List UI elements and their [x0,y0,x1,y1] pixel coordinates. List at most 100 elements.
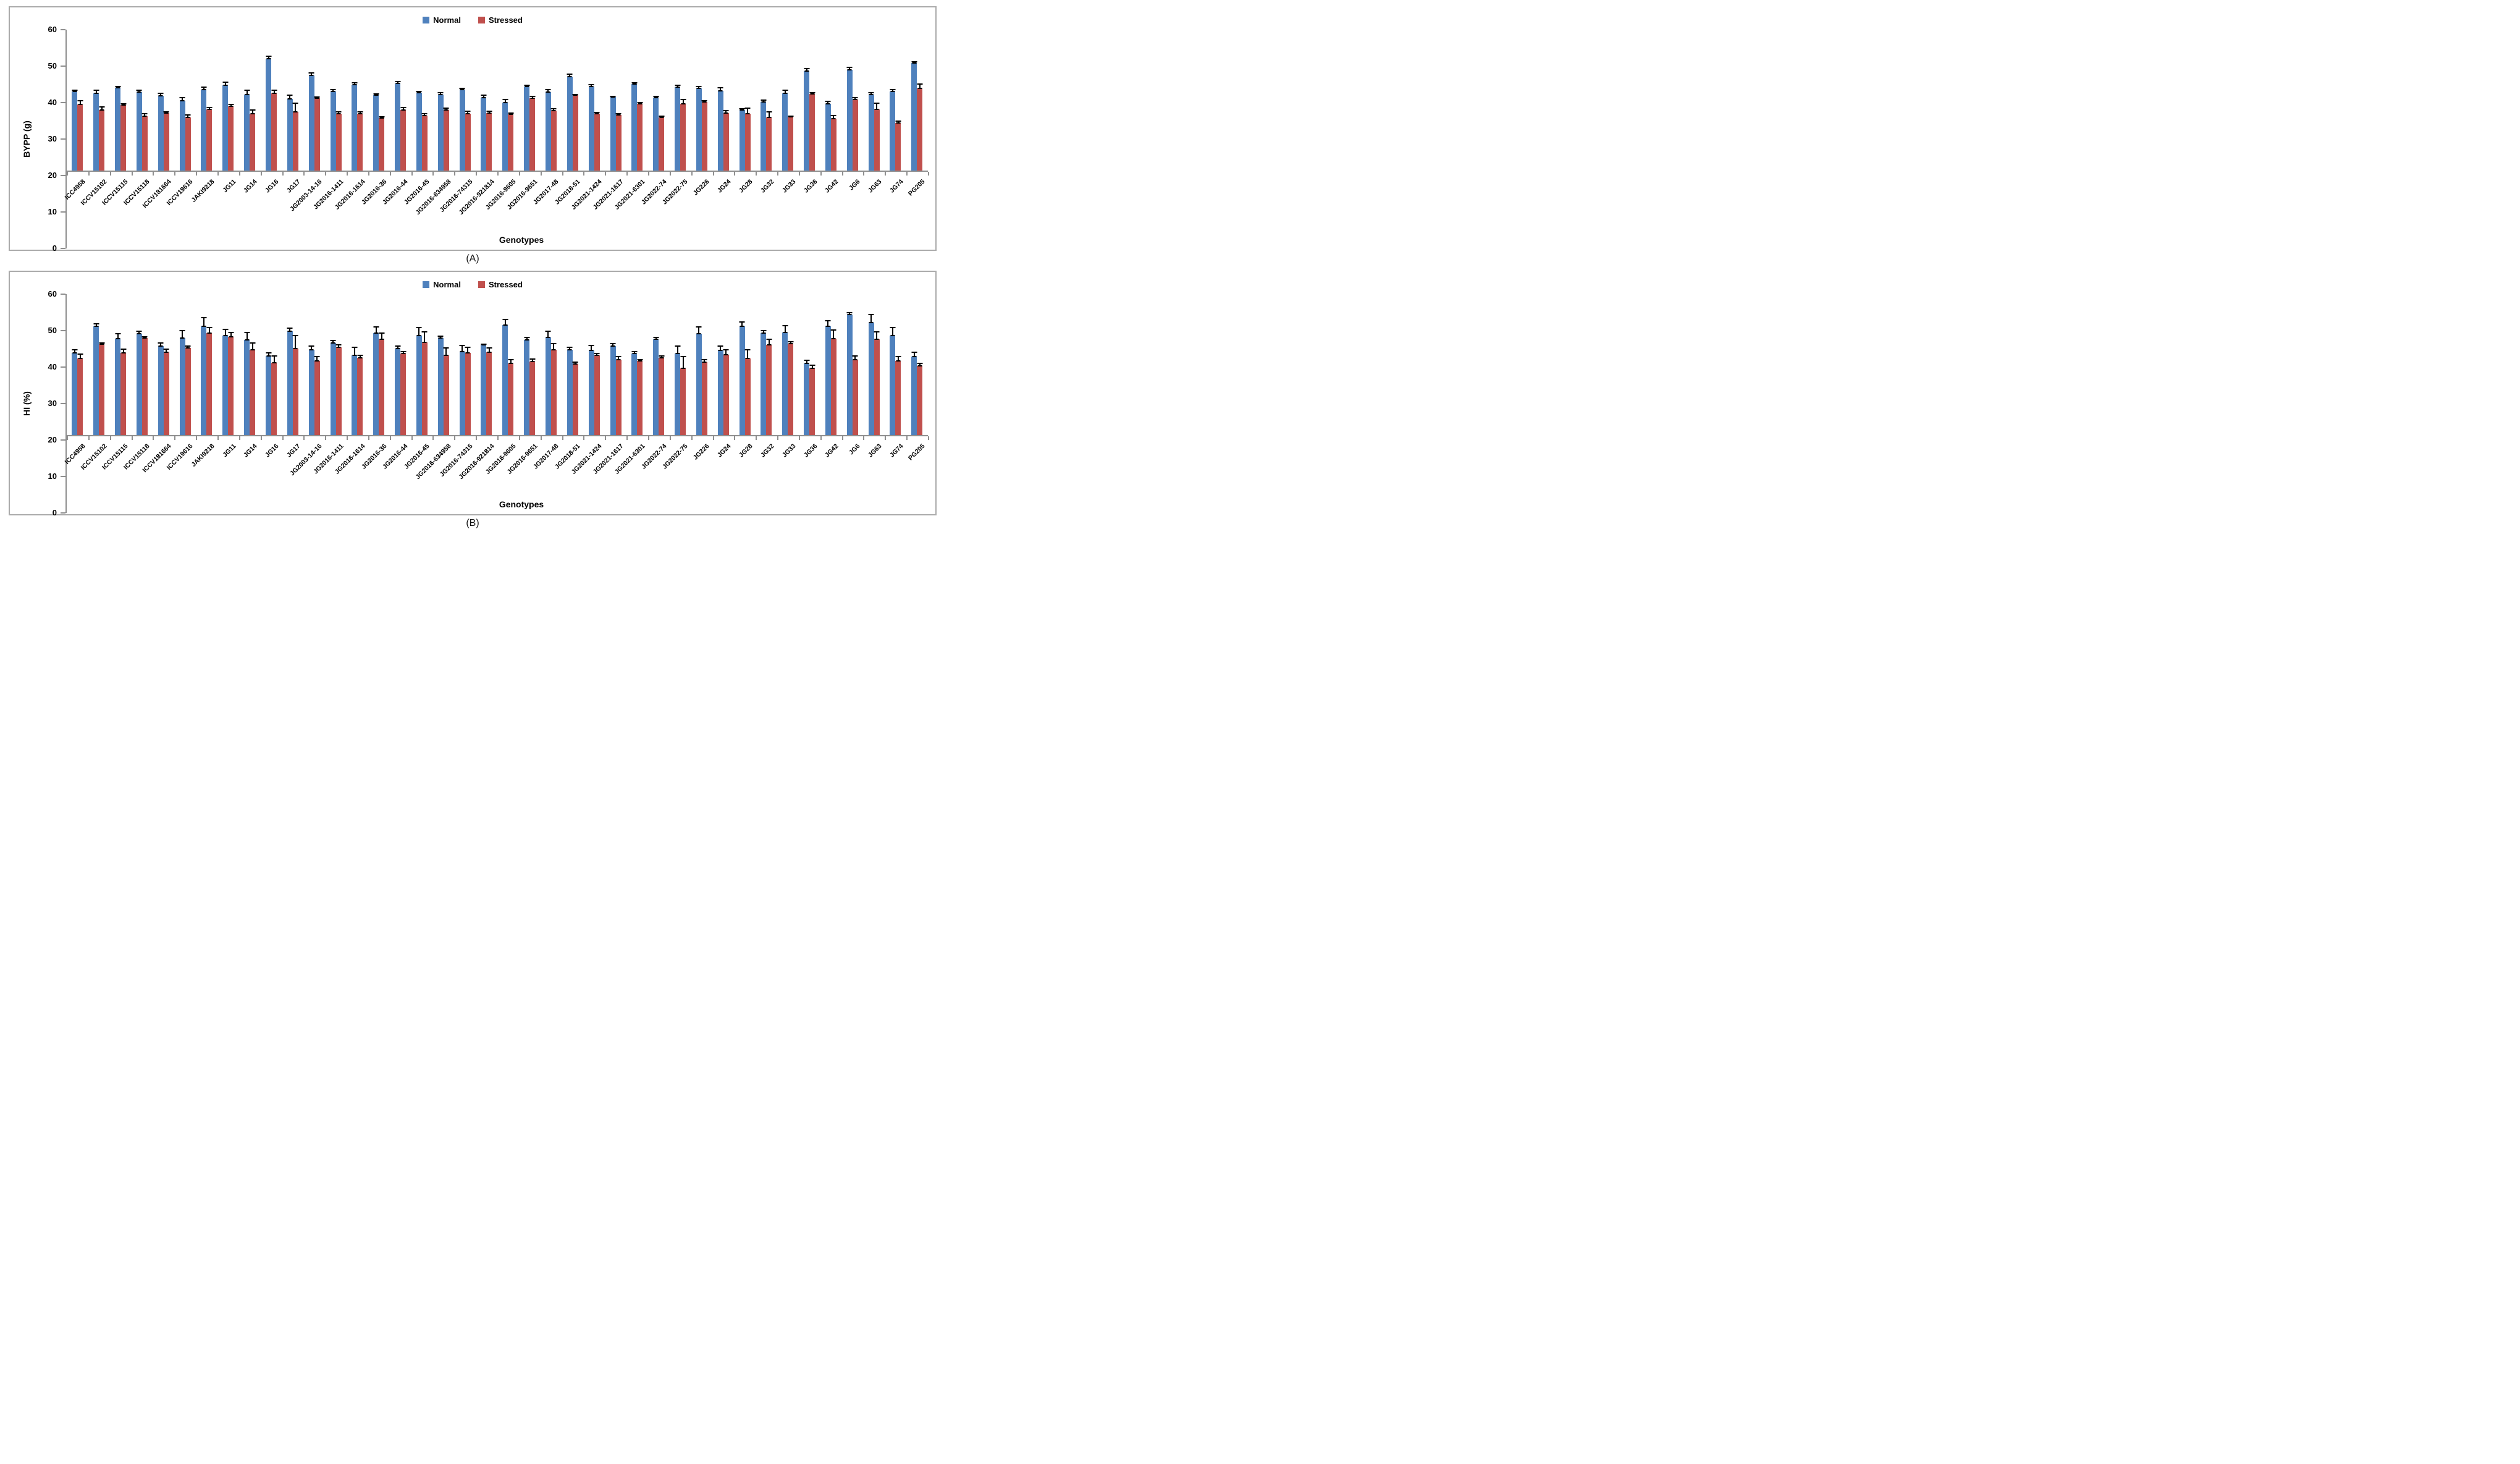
x-tick-mark [626,172,628,176]
y-tick-label: 50 [48,326,57,335]
error-bar-cap [594,113,599,115]
y-tick-label: 10 [48,207,57,217]
error-bar-cap [508,112,514,114]
error-bar-cap [331,342,335,344]
error-bar [675,345,681,354]
error-bar [917,83,923,90]
x-tick-label: JG17 [285,178,302,195]
error-bar-cap [508,362,513,364]
x-tick-label: JG14 [242,178,259,195]
bar-stressed [335,344,342,435]
error-bar [459,344,465,353]
bar-stressed [163,111,169,171]
error-bar-cap [912,356,917,358]
error-bar-cap [825,103,830,105]
error-bar-cap [266,57,271,59]
error-bar-cap [185,347,190,349]
error-bar [723,349,729,356]
x-tick-mark [798,436,800,440]
bar-stressed [680,356,686,435]
bar-normal [868,313,874,435]
error-bar [502,318,508,326]
bar-stressed [400,107,407,171]
x-tick-label: JAKI9218 [190,178,216,204]
legend-normal-label: Normal [433,279,461,289]
error-bar-cap [245,339,250,341]
error-bar-cap [271,90,277,91]
x-tick-mark [260,172,262,176]
error-bar-cap [675,345,681,347]
error-bar-cap [352,82,358,83]
error-bar [610,342,616,347]
error-bar-cap [72,352,77,354]
error-bar-cap [201,317,207,319]
error-bar-cap [357,111,363,112]
x-tick-mark [109,436,111,440]
error-bar-cap [438,93,443,95]
error-bar [136,331,142,334]
error-bar-cap [395,345,401,347]
error-bar [637,102,643,105]
bar-normal [825,101,831,171]
y-axis-title-a: BYPP (g) [22,121,32,158]
error-bar-cap [825,326,830,328]
bar-stressed [895,356,901,435]
legend-stressed-swatch-icon [478,281,485,288]
bar-normal [545,89,551,171]
error-bar-cap [335,344,342,346]
error-bar [185,345,191,349]
error-bar [179,329,185,339]
bar-group-ICCV15118 [132,294,153,435]
error-bar-cap [250,342,256,344]
error-bar [852,96,858,100]
bar-stressed [271,90,277,171]
error-bar-cap [481,344,486,346]
error-bar-cap [739,108,745,110]
error-bar [244,89,250,96]
error-bar-cap [141,336,148,337]
error-bar [120,348,127,353]
y-axis-title-b: HI (%) [22,391,32,416]
x-tick-mark [88,436,90,440]
error-bar [459,87,465,90]
x-tick-mark [647,436,649,440]
error-bar [228,331,234,337]
error-bar-cap [502,318,508,320]
bar-normal [782,90,788,171]
plot-area-wrap-a: ICC4958 ICCV15102 ICCV15115 ICCV15118 ICCV18… [63,30,929,248]
error-bar-cap [314,356,320,358]
error-bar [809,364,815,369]
error-bar [594,111,600,115]
legend-a: Normal Stressed [17,12,928,27]
error-bar-cap [718,90,723,92]
error-bar-cap [804,360,810,362]
error-bar-cap [503,324,508,326]
bar-stressed [572,93,578,171]
error-bar-cap [352,83,357,85]
y-tick-mark [61,366,65,368]
bar-stressed [335,111,342,171]
bar-stressed [594,111,600,171]
error-bar-cap [594,352,600,354]
bar-normal [631,82,638,171]
bar-stressed [77,100,83,171]
bar-group-JG2016-36 [368,294,390,435]
y-tick-mark [61,403,65,404]
error-bar-cap [395,82,400,84]
legend-item-stressed: Stressed [478,15,523,25]
x-tick-mark [820,436,822,440]
error-bar [206,106,213,110]
error-bar-cap [201,89,206,91]
error-bar [529,358,536,362]
error-bar-cap [336,346,341,348]
error-bar-cap [163,348,169,350]
error-bar [271,355,277,363]
error-bar [379,116,385,119]
error-bar-cap [766,111,772,113]
bar-group-JG2022-74 [648,294,670,435]
error-bar-cap [99,109,104,111]
error-bar-cap [895,121,901,122]
error-bar-cap [330,339,336,341]
x-tick-label: JG16 [264,442,280,459]
error-bar [717,345,723,352]
